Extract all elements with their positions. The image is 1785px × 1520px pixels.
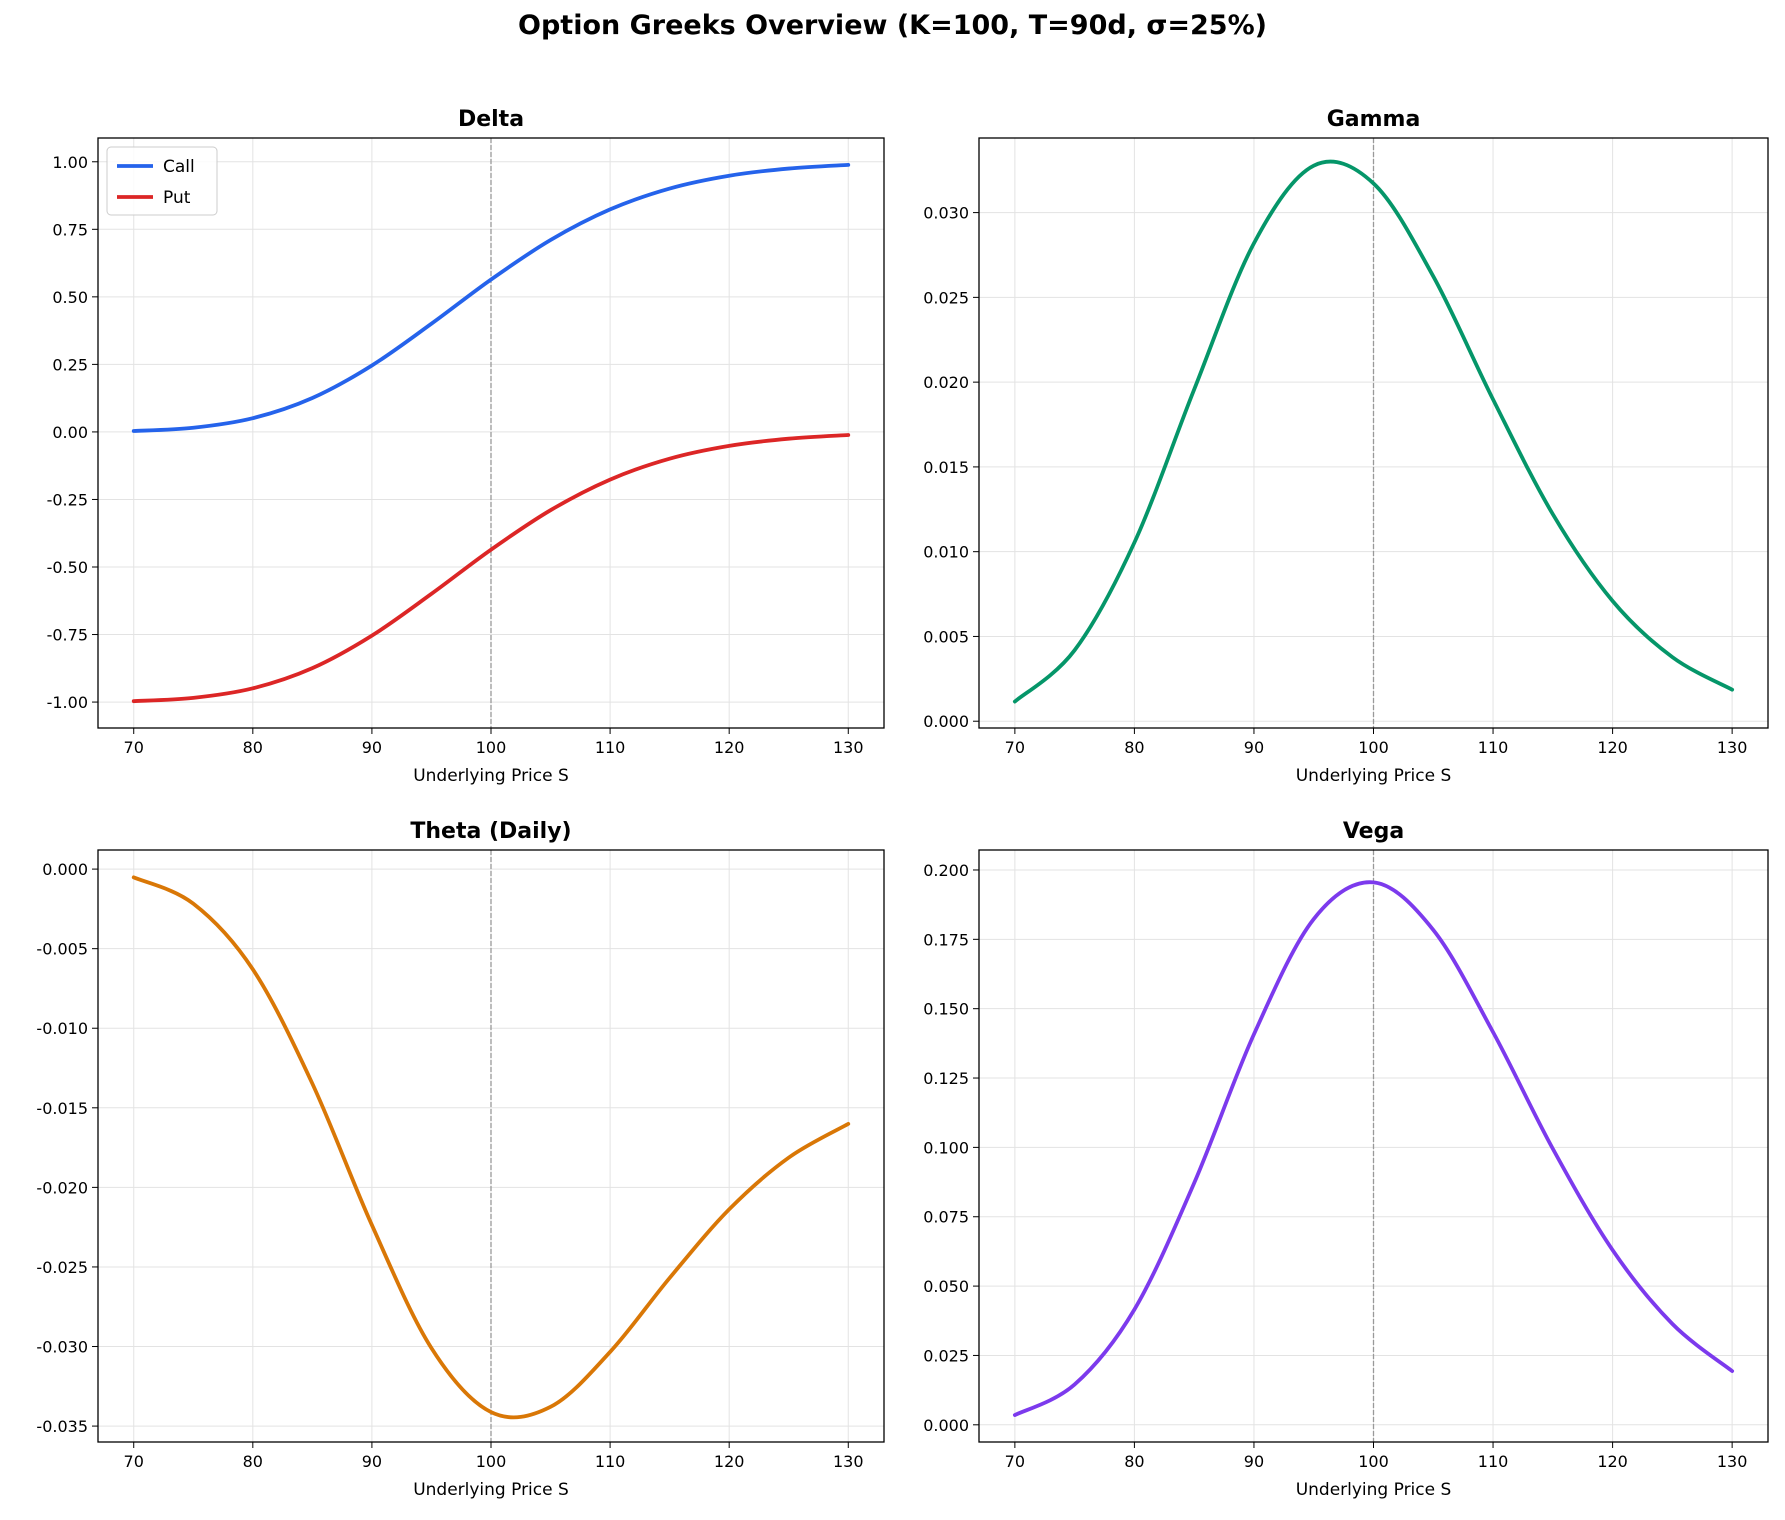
y-tick-label: 0.025 <box>923 1346 969 1365</box>
y-tick-label: 0.50 <box>52 288 88 307</box>
subplot-delta: 70 80 90 100 110 120 130 -1.00 -0.75 -0.50 -0.25 0.… <box>47 107 885 786</box>
x-tick-label: 70 <box>124 738 144 757</box>
series-line-call <box>131 162 851 433</box>
y-tick-label: 0.00 <box>52 423 88 442</box>
x-tick-label: 70 <box>1005 738 1025 757</box>
y-tick-label: 0.175 <box>923 930 969 949</box>
x-tick-label: 70 <box>124 1452 144 1471</box>
legend-box <box>106 146 218 216</box>
x-tick-label: 130 <box>1717 1452 1748 1471</box>
y-tick-label: 0.125 <box>923 1069 969 1088</box>
y-tick-label: 0.005 <box>923 627 969 646</box>
x-tick-label: 90 <box>362 738 382 757</box>
x-tick-label: 120 <box>714 738 745 757</box>
x-tick-label: 130 <box>833 738 864 757</box>
y-tick-label: -0.75 <box>47 626 88 645</box>
x-axis-label: Underlying Price S <box>413 766 569 786</box>
x-axis-label: Underlying Price S <box>1296 1480 1452 1500</box>
subplot-theta-daily: 70 80 90 100 110 120 130 -0.035 -0.030 -0.025 -0.0… <box>36 819 885 1500</box>
subplot-title: Theta (Daily) <box>410 819 571 844</box>
x-tick-label: 90 <box>1244 738 1264 757</box>
y-tick-label: 0.100 <box>923 1138 969 1157</box>
x-axis-label: Underlying Price S <box>1296 766 1452 786</box>
x-tick-label: 110 <box>595 1452 626 1471</box>
y-tick-label: 0.050 <box>923 1277 969 1296</box>
x-tick-label: 100 <box>1358 1452 1389 1471</box>
x-tick-label: 90 <box>1244 1452 1264 1471</box>
y-tick-label: -0.030 <box>36 1338 88 1357</box>
x-tick-label: 110 <box>1478 738 1509 757</box>
y-tick-label: 0.25 <box>52 355 88 374</box>
x-tick-label: 100 <box>476 738 507 757</box>
legend: Call Put <box>106 146 218 216</box>
y-tick-label: 0.000 <box>923 712 969 731</box>
x-tick-label: 90 <box>362 1452 382 1471</box>
y-tick-label: 0.75 <box>52 220 88 239</box>
legend-label: Put <box>163 188 191 208</box>
x-tick-label: 130 <box>1717 738 1748 757</box>
y-tick-label: 1.00 <box>52 153 88 172</box>
x-tick-label: 120 <box>1597 738 1628 757</box>
x-tick-label: 80 <box>243 738 263 757</box>
y-tick-label: -0.035 <box>36 1417 88 1436</box>
y-tick-label: -0.010 <box>36 1019 88 1038</box>
y-tick-label: -0.005 <box>36 940 88 959</box>
y-tick-label: 0.030 <box>923 204 969 223</box>
subplot-title: Delta <box>458 107 524 132</box>
y-tick-label: -0.50 <box>47 558 88 577</box>
subplot-gamma: 70 80 90 100 110 120 130 0.000 0.005 0.010 0.015 0.… <box>923 107 1769 786</box>
subplot-title: Gamma <box>1327 107 1421 132</box>
x-tick-label: 110 <box>595 738 626 757</box>
x-tick-label: 80 <box>1124 738 1144 757</box>
y-tick-label: 0.150 <box>923 1000 969 1019</box>
y-tick-label: 0.000 <box>42 860 88 879</box>
series-line <box>1012 159 1735 704</box>
y-tick-label: -0.020 <box>36 1178 88 1197</box>
y-tick-label: -0.025 <box>36 1258 88 1277</box>
series-line <box>131 875 851 1420</box>
x-tick-label: 70 <box>1005 1452 1025 1471</box>
y-tick-label: 0.000 <box>923 1416 969 1435</box>
y-tick-label: 0.025 <box>923 288 969 307</box>
y-tick-label: 0.020 <box>923 373 969 392</box>
y-tick-label: 0.010 <box>923 543 969 562</box>
x-tick-label: 120 <box>714 1452 745 1471</box>
y-tick-label: -1.00 <box>47 693 88 712</box>
x-tick-label: 130 <box>833 1452 864 1471</box>
y-tick-label: 0.015 <box>923 458 969 477</box>
y-tick-label: 0.200 <box>923 861 969 880</box>
x-tick-label: 110 <box>1478 1452 1509 1471</box>
series-line-put <box>131 433 851 704</box>
legend-label: Call <box>163 157 195 177</box>
x-tick-label: 100 <box>476 1452 507 1471</box>
y-tick-label: -0.25 <box>47 490 88 509</box>
x-tick-label: 120 <box>1597 1452 1628 1471</box>
subplot-title: Vega <box>1343 819 1404 844</box>
x-tick-label: 100 <box>1358 738 1389 757</box>
x-tick-label: 80 <box>243 1452 263 1471</box>
y-tick-label: 0.075 <box>923 1208 969 1227</box>
subplot-vega: 70 80 90 100 110 120 130 0.000 0.025 0.050 0.075 0.… <box>923 819 1769 1500</box>
series-line <box>1012 880 1735 1417</box>
y-tick-label: -0.015 <box>36 1099 88 1118</box>
x-tick-label: 80 <box>1124 1452 1144 1471</box>
figure-title: Option Greeks Overview (K=100, T=90d, σ=… <box>518 10 1267 41</box>
x-axis-label: Underlying Price S <box>413 1480 569 1500</box>
